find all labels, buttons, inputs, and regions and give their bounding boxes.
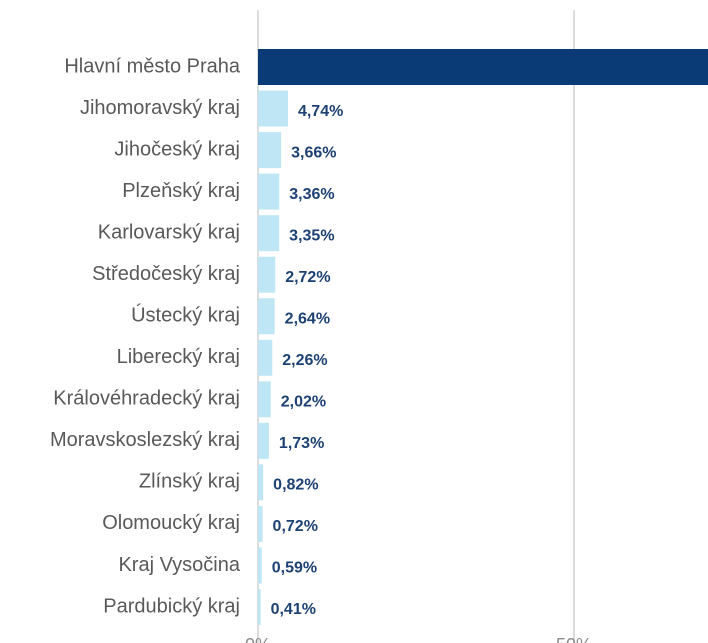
data-label: 2,64% xyxy=(285,310,330,327)
y-tick-label: Královéhradecký kraj xyxy=(53,388,240,410)
y-tick-label: Karlovarský kraj xyxy=(98,221,240,243)
data-label: 3,66% xyxy=(291,144,336,161)
bar xyxy=(258,132,282,169)
bar xyxy=(258,422,269,459)
y-tick-label: Jihočeský kraj xyxy=(114,138,240,160)
bar xyxy=(258,90,288,127)
y-tick-label: Středočeský kraj xyxy=(92,263,240,285)
x-tick-label: 0% xyxy=(245,635,271,643)
bar xyxy=(258,589,261,626)
data-label: 3,36% xyxy=(289,186,334,203)
y-tick-label: Zlínský kraj xyxy=(139,471,240,493)
y-tick-label: Hlavní město Praha xyxy=(64,55,241,77)
data-label: 1,73% xyxy=(279,435,324,452)
x-tick-label: 50% xyxy=(556,635,592,643)
y-tick-label: Pardubický kraj xyxy=(103,595,240,617)
y-tick-label: Kraj Vysočina xyxy=(118,554,240,576)
data-label: 2,26% xyxy=(282,352,327,369)
data-label: 3,35% xyxy=(289,227,334,244)
data-label: 0,82% xyxy=(273,477,318,494)
data-label: 0,41% xyxy=(271,601,316,618)
data-label: 0,59% xyxy=(272,560,317,577)
bar xyxy=(258,215,280,252)
bar xyxy=(258,49,708,85)
y-tick-label: Liberecký kraj xyxy=(117,346,240,368)
y-tick-label: Ústecký kraj xyxy=(131,304,240,327)
bar xyxy=(258,298,275,335)
bar xyxy=(258,381,271,418)
bar xyxy=(258,505,263,542)
bar xyxy=(258,256,276,293)
bar xyxy=(258,464,264,501)
data-label: 4,74% xyxy=(298,103,343,120)
data-label: 0,72% xyxy=(273,518,318,535)
data-label: 2,02% xyxy=(281,394,326,411)
data-label: 2,72% xyxy=(285,269,330,286)
y-tick-label: Moravskoslezský kraj xyxy=(50,429,240,451)
y-tick-label: Olomoucký kraj xyxy=(102,512,240,534)
bar xyxy=(258,547,262,584)
bar xyxy=(258,339,273,376)
y-tick-label: Jihomoravský kraj xyxy=(80,97,240,119)
bar xyxy=(258,173,280,210)
y-tick-label: Plzeňský kraj xyxy=(122,180,240,202)
